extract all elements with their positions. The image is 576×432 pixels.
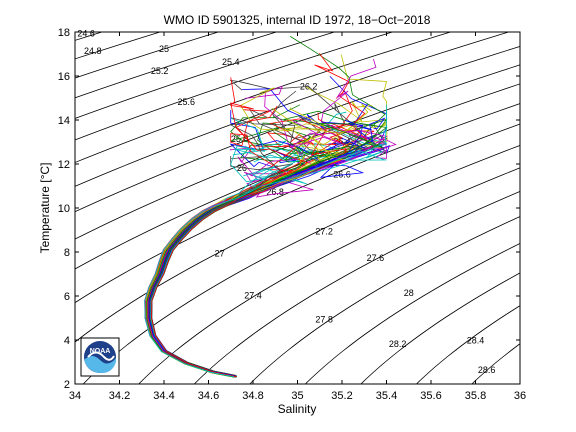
logo-bird <box>87 351 115 361</box>
x-tick-label: 35 <box>291 390 303 402</box>
isopycnal-line-10 <box>75 83 520 270</box>
isopycnal-label: 24.8 <box>84 46 102 56</box>
profile-lines <box>144 36 397 378</box>
isopycnal-label: 28.2 <box>389 339 407 349</box>
isopycnal-label: 25.6 <box>178 97 196 107</box>
isopycnal-label: 24.6 <box>77 29 95 39</box>
isopycnal-label: 27.6 <box>367 253 385 263</box>
isopycnal-line-22 <box>561 10 576 406</box>
isopycnal-label: 25.8 <box>231 134 249 144</box>
x-tick-label: 34.8 <box>242 390 263 402</box>
isopycnal-line-13 <box>82 144 520 384</box>
isopycnal-line-14 <box>138 167 520 384</box>
isopycnal-line-11 <box>75 103 520 304</box>
isopycnal-line-7 <box>75 32 510 187</box>
x-tick-label: 35.4 <box>376 390 397 402</box>
x-tick-label: 34 <box>69 390 81 402</box>
profile-line <box>150 131 355 378</box>
logo-text: NOAA <box>90 348 111 355</box>
isopycnal-label: 26.6 <box>333 169 351 179</box>
isopycnal-label: 27 <box>215 249 225 259</box>
isopycnal-line-20 <box>471 343 520 384</box>
isopycnal-line-3 <box>75 32 278 99</box>
y-tick-label: 10 <box>58 203 70 215</box>
isopycnal-label: 26.8 <box>266 187 284 197</box>
profile-line <box>151 77 309 377</box>
x-tick-label: 34.6 <box>198 390 219 402</box>
isopycnal-line-8 <box>75 45 520 213</box>
y-tick-label: 16 <box>58 71 70 83</box>
isopycnal-label: 27.8 <box>315 315 333 325</box>
isopycnal-line-5 <box>75 32 394 141</box>
profile-line <box>144 104 388 378</box>
isopycnal-line-15 <box>193 190 520 384</box>
y-tick-label: 18 <box>58 27 70 39</box>
x-tick-label: 35.8 <box>465 390 486 402</box>
profile-line <box>148 117 386 377</box>
isopycnal-line-16 <box>249 216 520 384</box>
y-tick-label: 2 <box>64 379 70 391</box>
profile-line <box>150 117 277 378</box>
noaa-logo: NOAA <box>80 337 120 377</box>
x-tick-label: 34.4 <box>153 390 174 402</box>
isopycnal-line-17 <box>304 243 520 384</box>
y-tick-label: 12 <box>58 159 70 171</box>
isopycnal-labels: 24.624.8 2525.225.425.625.82626.226.426.6… <box>77 29 495 376</box>
x-tick-label: 35.6 <box>420 390 441 402</box>
logo-wave <box>84 356 116 374</box>
isopycnal-label: 25.2 <box>151 66 169 76</box>
y-axis-ticks: 2 4 6 8 10 12 14 16 18 <box>58 27 520 391</box>
x-tick-label: 34.2 <box>109 390 130 402</box>
y-tick-label: 8 <box>64 247 70 259</box>
isopycnal-label: 26.4 <box>333 136 351 146</box>
x-axis-ticks: 34 34.2 34.4 34.6 34.8 35 35.2 35.4 35.6 35.8 36 <box>69 32 526 402</box>
isopycnal-label: 27.4 <box>244 290 262 300</box>
isopycnal-label: 28.6 <box>478 365 496 375</box>
isopycnal-label: 25.4 <box>222 57 240 67</box>
y-tick-label: 14 <box>58 115 70 127</box>
profile-line <box>149 121 283 378</box>
plot-frame <box>74 31 521 385</box>
isopycnal-line-9 <box>75 64 520 240</box>
isopycnal-label: 27.2 <box>315 227 333 237</box>
x-tick-label: 35.2 <box>331 390 352 402</box>
y-tick-label: 6 <box>64 291 70 303</box>
isopycnal-line-4 <box>75 32 336 119</box>
isopycnal-line-2 <box>75 32 220 79</box>
isopycnal-line-19 <box>415 305 520 384</box>
isopycnal-label: 28.4 <box>467 335 485 345</box>
isopycnal-line-6 <box>75 32 452 163</box>
y-axis-label: Temperature [°C] <box>38 163 52 254</box>
profile-line <box>146 123 384 378</box>
y-tick-label: 4 <box>64 335 70 347</box>
isopycnal-label: 25 <box>159 44 169 54</box>
x-axis-label: Salinity <box>278 402 317 416</box>
isopycnal-line-18 <box>360 272 520 384</box>
x-tick-label: 36 <box>514 390 526 402</box>
isopycnal-label: 28 <box>404 288 414 298</box>
chart-title: WMO ID 5901325, internal ID 1972, 18−Oct… <box>164 13 431 27</box>
